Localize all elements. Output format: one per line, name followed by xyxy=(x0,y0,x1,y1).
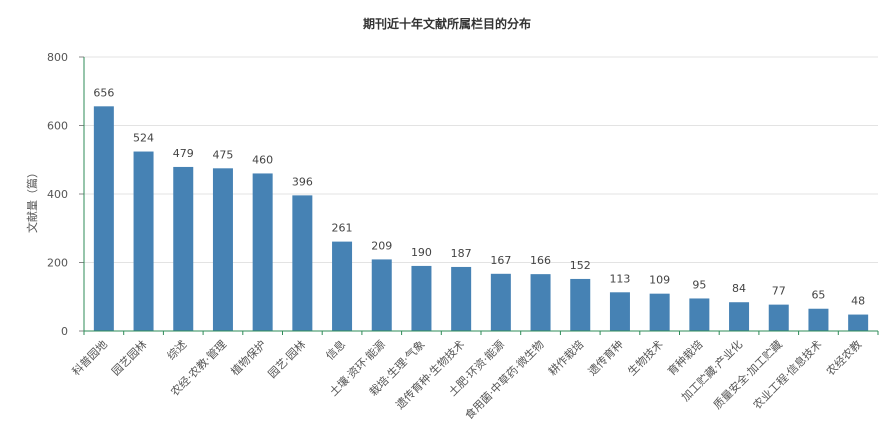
bar-value-label: 152 xyxy=(570,259,591,272)
labels: 0200400600800656科普园地524园艺园林479综述475农经·农教… xyxy=(47,51,865,422)
bar-value-label: 113 xyxy=(609,272,630,285)
x-tick-label: 科普园地 xyxy=(69,337,110,378)
bar xyxy=(848,314,869,331)
bar-value-label: 475 xyxy=(212,148,233,161)
bar-value-label: 190 xyxy=(411,246,432,259)
x-tick-label: 遗传育种·生物技术 xyxy=(393,337,468,412)
bar-value-label: 396 xyxy=(292,175,313,188)
bars xyxy=(93,106,869,331)
bar xyxy=(530,274,551,331)
bar-value-label: 77 xyxy=(772,285,786,298)
bar xyxy=(411,265,432,331)
y-tick-label: 0 xyxy=(61,325,68,338)
bar-value-label: 109 xyxy=(649,274,670,287)
bar-value-label: 167 xyxy=(490,254,511,267)
bar xyxy=(371,259,392,331)
bar-value-label: 656 xyxy=(93,86,114,99)
x-tick-label: 育种栽培 xyxy=(664,337,705,378)
chart-title: 期刊近十年文献所属栏目的分布 xyxy=(363,16,531,31)
bar xyxy=(768,304,789,331)
bar-value-label: 209 xyxy=(371,239,392,252)
bar xyxy=(451,266,472,331)
y-tick-label: 800 xyxy=(47,51,68,64)
x-tick-label: 园艺园林 xyxy=(109,337,150,378)
bar-value-label: 48 xyxy=(851,295,865,308)
bar xyxy=(252,173,273,331)
y-axis-label: 文献量（篇） xyxy=(25,167,39,233)
y-tick-label: 400 xyxy=(47,188,68,201)
bar xyxy=(173,166,194,331)
bar xyxy=(649,293,670,331)
bar-value-label: 479 xyxy=(173,147,194,160)
bar xyxy=(609,292,630,331)
x-tick-label: 综述 xyxy=(164,337,189,362)
axes xyxy=(79,56,879,335)
bar-value-label: 261 xyxy=(332,222,353,235)
bar xyxy=(133,151,154,331)
bar-value-label: 460 xyxy=(252,153,273,166)
bar xyxy=(808,308,829,331)
bar xyxy=(292,195,313,331)
y-tick-label: 200 xyxy=(47,257,68,270)
x-tick-label: 遗传育种 xyxy=(585,337,626,378)
bar xyxy=(212,168,233,331)
bar-value-label: 95 xyxy=(692,278,706,291)
bar-value-label: 187 xyxy=(451,247,472,260)
bar xyxy=(689,298,710,331)
x-tick-label: 生物技术 xyxy=(625,337,666,378)
x-tick-label: 园艺·园林 xyxy=(265,337,308,380)
bar xyxy=(570,278,591,331)
bar xyxy=(490,273,511,331)
x-tick-label: 植物保护 xyxy=(228,337,269,378)
y-tick-label: 600 xyxy=(47,120,68,133)
grid-lines xyxy=(84,56,878,263)
bar-value-label: 524 xyxy=(133,132,154,145)
x-tick-label: 耕作栽培 xyxy=(545,337,586,378)
bar-value-label: 65 xyxy=(811,289,825,302)
bar-value-label: 84 xyxy=(732,282,746,295)
x-tick-label: 食用菌·中草药·微生物 xyxy=(462,337,547,422)
x-tick-label: 农业工程·信息技术 xyxy=(750,337,825,412)
x-tick-label: 农经农教 xyxy=(823,337,864,378)
bar xyxy=(729,302,750,331)
x-tick-label: 质量安全·加工贮藏 xyxy=(710,337,785,412)
bar xyxy=(93,106,114,331)
x-tick-label: 信息 xyxy=(323,337,348,362)
bar-value-label: 166 xyxy=(530,254,551,267)
bar xyxy=(332,241,353,331)
